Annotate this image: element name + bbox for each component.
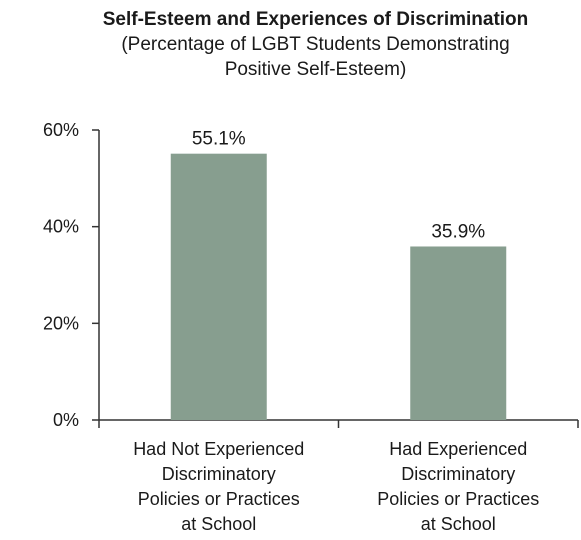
y-tick-label: 0% bbox=[53, 410, 79, 430]
chart-subtitle-line-1: (Percentage of LGBT Students Demonstrati… bbox=[121, 34, 510, 55]
category-label-line: Discriminatory bbox=[162, 464, 276, 484]
category-label-line: at School bbox=[181, 514, 256, 534]
category-label-line: Had Not Experienced bbox=[133, 439, 304, 459]
y-tick-label: 60% bbox=[43, 120, 79, 140]
category-label-line: at School bbox=[421, 514, 496, 534]
x-axis bbox=[98, 419, 579, 428]
chart-title: Self-Esteem and Experiences of Discrimin… bbox=[102, 9, 529, 30]
bar bbox=[410, 246, 507, 420]
bars bbox=[170, 153, 507, 420]
y-ticks: 0% 20% 40% 60% bbox=[43, 120, 99, 430]
bar-value-label: 55.1% bbox=[192, 129, 246, 150]
category-labels: Had Not Experienced Discriminatory Policie… bbox=[133, 439, 539, 534]
chart-title-block: Self-Esteem and Experiences of Discrimin… bbox=[0, 8, 581, 82]
y-axis: 0% 20% 40% 60% bbox=[43, 120, 100, 430]
x-ticks bbox=[98, 420, 579, 428]
bar bbox=[170, 153, 267, 420]
data-labels: 55.1% 35.9% bbox=[192, 129, 485, 243]
category-label-line: Had Experienced bbox=[389, 439, 527, 459]
category-label-line: Policies or Practices bbox=[138, 489, 300, 509]
category-label-line: Policies or Practices bbox=[377, 489, 539, 509]
category-label-line: Discriminatory bbox=[401, 464, 515, 484]
y-tick-label: 20% bbox=[43, 313, 79, 333]
bar-value-label: 35.9% bbox=[431, 221, 485, 242]
chart-subtitle-line-2: Positive Self-Esteem) bbox=[224, 59, 407, 80]
y-tick-label: 40% bbox=[43, 217, 79, 237]
